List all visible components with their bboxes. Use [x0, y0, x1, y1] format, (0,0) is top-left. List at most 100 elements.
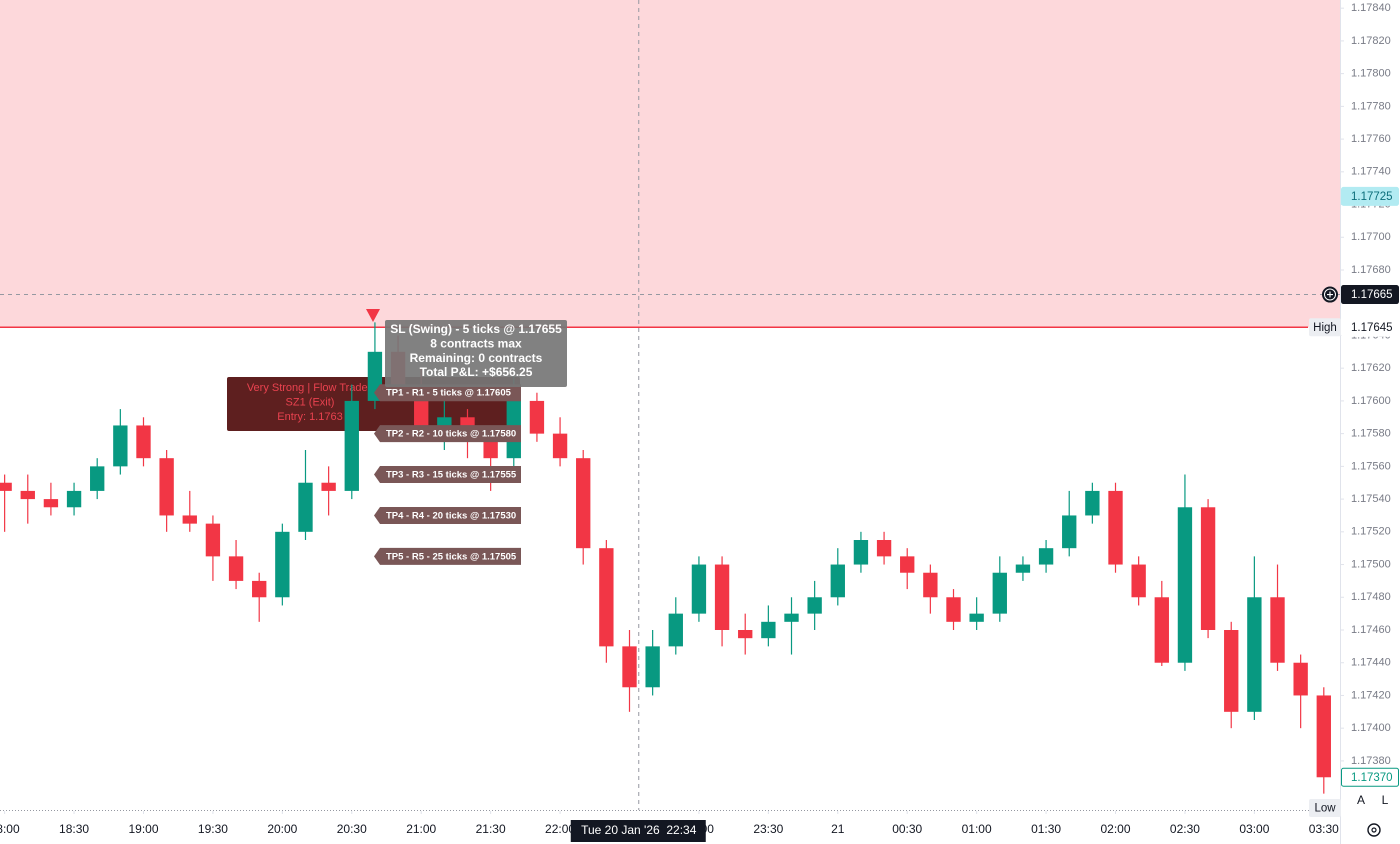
- y-tick-label: 1.17680: [1351, 264, 1391, 276]
- candle-body: [576, 458, 591, 549]
- gear-icon[interactable]: [1367, 823, 1381, 837]
- zone-layer: [0, 0, 1340, 329]
- candle-body: [876, 540, 892, 557]
- candle-body: [900, 556, 915, 573]
- price-label: 1.17370: [1351, 772, 1393, 784]
- x-tick-label: 00:30: [892, 822, 922, 836]
- target-label-bg: [374, 506, 521, 524]
- x-tick-label: 02:30: [1170, 822, 1200, 836]
- y-tick-label: 1.17420: [1351, 689, 1391, 701]
- button-label[interactable]: L: [1382, 793, 1389, 807]
- x-tick-label: 20:30: [337, 822, 367, 836]
- x-tick-label: 19:00: [128, 822, 158, 836]
- candle-body: [205, 523, 221, 557]
- x-tick-label: 23:30: [753, 822, 783, 836]
- signal-text: SZ1 (Exit): [286, 396, 335, 408]
- candle-body: [1154, 597, 1169, 663]
- candle-body: [20, 490, 35, 500]
- candle-body: [1293, 662, 1308, 696]
- stop-zone: [0, 0, 1340, 328]
- candle-body: [1015, 564, 1031, 573]
- target-label-bg: [374, 425, 521, 443]
- button-bg[interactable]: [1375, 790, 1395, 810]
- add-alert-plus[interactable]: [1327, 291, 1333, 298]
- candle-body: [1224, 630, 1239, 712]
- candle-body: [552, 433, 568, 459]
- candle-body: [437, 417, 452, 426]
- y-tick-label: 1.17740: [1351, 166, 1391, 178]
- candle-body: [1108, 490, 1123, 565]
- tag-bg: [1309, 318, 1341, 337]
- button-auto[interactable]: A: [1351, 790, 1371, 810]
- x-tick-label: 21: [831, 822, 845, 836]
- sl-text: Remaining: 0 contracts: [410, 351, 543, 365]
- sl-box: [385, 320, 567, 387]
- candle-body: [807, 597, 822, 614]
- sell-marker: [366, 309, 380, 322]
- target-label: TP3 - R3 - 15 ticks @ 1.17555: [386, 470, 517, 481]
- tag-label: Low: [1314, 803, 1336, 815]
- x-tick-label: 19:30: [198, 822, 228, 836]
- x-tick-label: 01:00: [962, 822, 992, 836]
- sl-text: Total P&L: +$656.25: [420, 365, 533, 379]
- candle-body: [66, 490, 82, 508]
- target-label: TP2 - R2 - 10 ticks @ 1.17580: [386, 429, 516, 440]
- candle-body: [784, 613, 799, 622]
- target-label-bg: [374, 384, 521, 402]
- candle-body: [853, 540, 869, 565]
- target-label: TP4 - R4 - 20 ticks @ 1.17530: [386, 510, 516, 521]
- overlay-layer: TP1 - R1 - 5 ticks @ 1.17605 TP2 - R2 - 1…: [0, 0, 1340, 810]
- candle-body: [1270, 597, 1285, 663]
- x-tick-label: 21:00: [406, 822, 436, 836]
- candle-body: [113, 425, 128, 467]
- price-label-bg: [1341, 186, 1399, 206]
- x-tick-label: 18:00: [0, 822, 20, 836]
- candle-body: [830, 564, 845, 598]
- y-tick-label: 1.17400: [1351, 722, 1391, 734]
- target-label: TP5 - R5 - 25 ticks @ 1.17505: [386, 551, 517, 562]
- x-tick-label: 03:30: [1309, 822, 1339, 836]
- y-tick-label: 1.17380: [1351, 755, 1391, 767]
- candle-body: [90, 466, 105, 491]
- x-tick-label: 02:00: [1100, 822, 1130, 836]
- x-tick-label: 20:00: [267, 822, 297, 836]
- y-tick-label: 1.17440: [1351, 657, 1391, 669]
- gear-center[interactable]: [1371, 827, 1377, 833]
- candle-body: [298, 482, 313, 532]
- button-label[interactable]: A: [1357, 793, 1365, 807]
- top-layer: A L 1.17725 1.17665 1.17645 1.17370 High Low T…: [570, 186, 1399, 842]
- tag-label: High: [1313, 322, 1337, 334]
- y-tick-label: 1.17540: [1351, 493, 1391, 505]
- candle-body: [599, 548, 614, 647]
- button-log[interactable]: L: [1375, 790, 1395, 810]
- candle-body: [1131, 564, 1146, 598]
- x-tick-label: 21:30: [476, 822, 506, 836]
- y-tick-label: 1.17780: [1351, 100, 1391, 112]
- x-tick-label: 22:00: [545, 822, 575, 836]
- candle-body: [275, 531, 290, 598]
- y-tick-label: 1.17820: [1351, 35, 1391, 47]
- price-label: 1.17645: [1351, 322, 1393, 334]
- candle-body: [529, 400, 545, 434]
- add-alert-ring[interactable]: [1324, 288, 1336, 301]
- candle-body: [43, 499, 59, 508]
- y-tick-label: 1.17580: [1351, 428, 1391, 440]
- crosshair-time-bg: [570, 820, 706, 842]
- target-label-bg: [374, 547, 521, 565]
- y-tick-label: 1.17760: [1351, 133, 1391, 145]
- tag-bg: [1309, 799, 1341, 817]
- candle-body: [738, 630, 753, 639]
- crosshair-time-label: Tue 20 Jan '26 22:34: [581, 823, 697, 837]
- candle-body: [1177, 507, 1193, 663]
- y-tick-label: 1.17600: [1351, 395, 1391, 407]
- candle-body: [252, 580, 267, 598]
- price-label-bg: [1341, 285, 1399, 305]
- signal-text: Entry: 1.1763: [277, 411, 342, 423]
- settings-button[interactable]: [1367, 823, 1381, 837]
- y-tick-label: 1.17840: [1351, 2, 1391, 14]
- y-tick-label: 1.17500: [1351, 558, 1391, 570]
- button-bg[interactable]: [1351, 790, 1371, 810]
- x-tick-label: 18:30: [59, 822, 89, 836]
- sl-text: 8 contracts max: [430, 336, 522, 350]
